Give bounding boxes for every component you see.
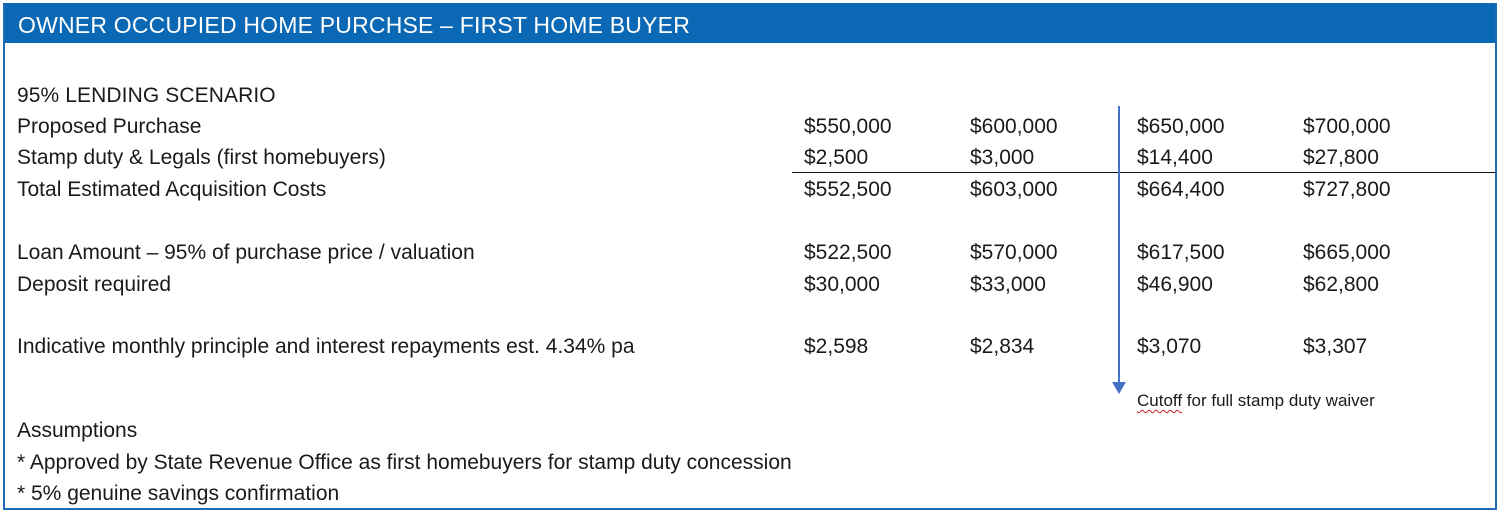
value-cell: $62,800 — [1303, 273, 1379, 296]
value-cell: $664,400 — [1137, 178, 1225, 201]
assumption-item: * 5% genuine savings confirmation — [17, 482, 340, 505]
value-cell: $650,000 — [1137, 115, 1225, 138]
cutoff-word: Cutoff — [1137, 391, 1183, 410]
subtotal-rule — [792, 172, 1496, 173]
value-cell: $2,834 — [970, 335, 1035, 358]
value-cell: $46,900 — [1137, 273, 1213, 296]
value-cell: $2,500 — [804, 146, 869, 169]
value-cell: $3,000 — [970, 146, 1035, 169]
row-label-total-acquisition: Total Estimated Acquisition Costs — [17, 178, 327, 201]
cutoff-note-rest: for full stamp duty waiver — [1182, 391, 1375, 410]
value-cell: $522,500 — [804, 241, 892, 264]
value-cell: $27,800 — [1303, 146, 1379, 169]
cutoff-note: Cutoff for full stamp duty waiver — [1137, 390, 1375, 412]
page-title: OWNER OCCUPIED HOME PURCHSE – FIRST HOME… — [18, 12, 691, 38]
row-label-stamp-duty: Stamp duty & Legals (first homebuyers) — [17, 146, 386, 169]
value-cell: $552,500 — [804, 178, 892, 201]
row-label-loan-amount: Loan Amount – 95% of purchase price / va… — [17, 241, 475, 264]
value-cell: $570,000 — [970, 241, 1058, 264]
value-cell: $33,000 — [970, 273, 1046, 296]
value-cell: $603,000 — [970, 178, 1058, 201]
value-cell: $30,000 — [804, 273, 880, 296]
value-cell: $3,307 — [1303, 335, 1368, 358]
scenario-heading: 95% LENDING SCENARIO — [17, 84, 276, 107]
value-cell: $2,598 — [804, 335, 869, 358]
assumptions-heading: Assumptions — [17, 419, 138, 442]
value-cell: $600,000 — [970, 115, 1058, 138]
title-bar: OWNER OCCUPIED HOME PURCHSE – FIRST HOME… — [3, 3, 1497, 43]
row-label-monthly-repayments: Indicative monthly principle and interes… — [17, 335, 635, 358]
value-cell: $550,000 — [804, 115, 892, 138]
value-cell: $3,070 — [1137, 335, 1202, 358]
value-cell: $617,500 — [1137, 241, 1225, 264]
value-cell: $14,400 — [1137, 146, 1213, 169]
table-frame — [3, 3, 1497, 510]
value-cell: $727,800 — [1303, 178, 1391, 201]
value-cell: $700,000 — [1303, 115, 1391, 138]
cutoff-arrow-line — [1118, 106, 1120, 384]
value-cell: $665,000 — [1303, 241, 1391, 264]
row-label-proposed-purchase: Proposed Purchase — [17, 115, 202, 138]
assumption-item: * Approved by State Revenue Office as fi… — [17, 451, 792, 474]
row-label-deposit: Deposit required — [17, 273, 172, 296]
down-arrow-icon — [1112, 382, 1126, 394]
